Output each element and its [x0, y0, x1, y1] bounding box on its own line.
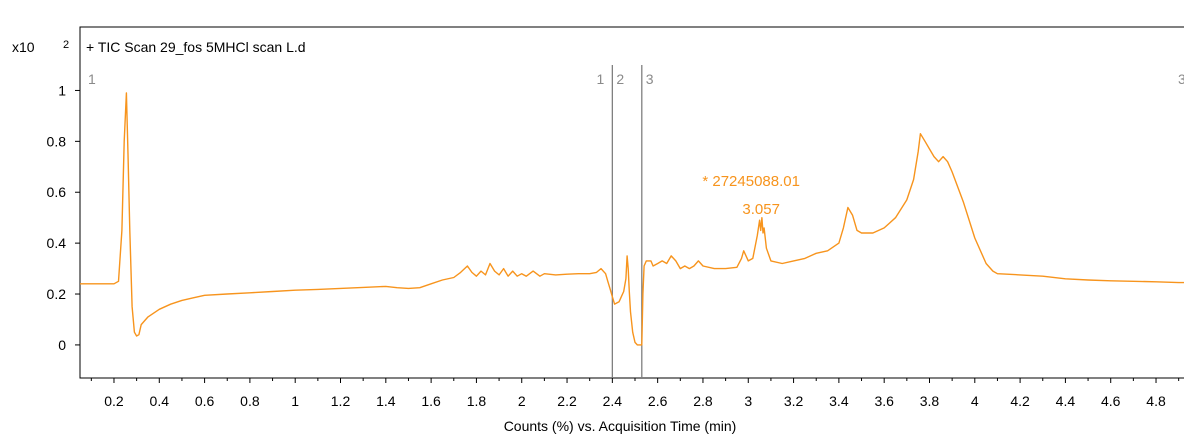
- x-tick-label: 2.8: [693, 393, 713, 409]
- edge-marker-right: 3: [1178, 71, 1184, 87]
- x-tick-label: 2.2: [557, 393, 577, 409]
- x-tick-label: 3.8: [920, 393, 940, 409]
- segment-marker-right-label: 3: [646, 71, 654, 87]
- x-tick-label: 1.8: [467, 393, 487, 409]
- x-tick-label: 4: [971, 393, 979, 409]
- y-tick-label: 0.8: [47, 133, 67, 149]
- peak-annotation: * 27245088.01 3.057: [702, 173, 800, 218]
- edge-marker-left: 1: [88, 71, 96, 87]
- x-tick-label: 0.8: [240, 393, 260, 409]
- peak-rt-label: 3.057: [742, 201, 780, 218]
- y-tick-label: 0.2: [47, 286, 67, 302]
- x-tick-label: 1.2: [331, 393, 351, 409]
- x-tick-label: 4.6: [1101, 393, 1121, 409]
- x-tick-label: 0.4: [150, 393, 170, 409]
- x-tick-label: 3.6: [874, 393, 894, 409]
- x-tick-label: 1: [291, 393, 299, 409]
- x-tick-label: 2.6: [648, 393, 668, 409]
- x-tick-label: 1.6: [421, 393, 441, 409]
- segment-markers: 1 31 2 3: [88, 65, 1184, 378]
- x-tick-label: 3.4: [829, 393, 849, 409]
- series-line: [80, 92, 1184, 346]
- x-axis: 0.2 0.4 0.6 0.8 1 1.2 1.4 1.6 1.8 2 2.2 2.4 2.6 2.8 3 3…: [90, 378, 1180, 409]
- y-axis: 0 0.2 0.4 0.6 0.8 1: [47, 82, 80, 353]
- peak-area-label: * 27245088.01: [702, 173, 800, 190]
- y-exponent-base: x10: [12, 39, 35, 55]
- x-tick-label: 1.4: [376, 393, 396, 409]
- x-tick-label: 0.2: [104, 393, 124, 409]
- plot-title: + TIC Scan 29_fos 5MHCl scan L.d: [86, 39, 306, 55]
- x-tick-label: 2.4: [603, 393, 623, 409]
- segment-marker-right-label: 2: [616, 71, 624, 87]
- segment-marker-left-label: 1: [597, 71, 605, 87]
- x-tick-label: 0.6: [195, 393, 215, 409]
- x-tick-label: 2: [518, 393, 526, 409]
- y-tick-label: 0: [58, 337, 66, 353]
- x-tick-label: 4.2: [1010, 393, 1030, 409]
- x-axis-title: Counts (%) vs. Acquisition Time (min): [504, 418, 737, 434]
- x-tick-label: 3: [744, 393, 752, 409]
- x-tick-label: 4.8: [1146, 393, 1166, 409]
- y-tick-label: 0.4: [47, 235, 67, 251]
- y-tick-label: 0.6: [47, 184, 67, 200]
- y-tick-label: 1: [58, 82, 66, 98]
- x-tick-label: 3.2: [784, 393, 804, 409]
- x-tick-label: 4.4: [1056, 393, 1076, 409]
- y-exponent-power: 2: [63, 39, 69, 51]
